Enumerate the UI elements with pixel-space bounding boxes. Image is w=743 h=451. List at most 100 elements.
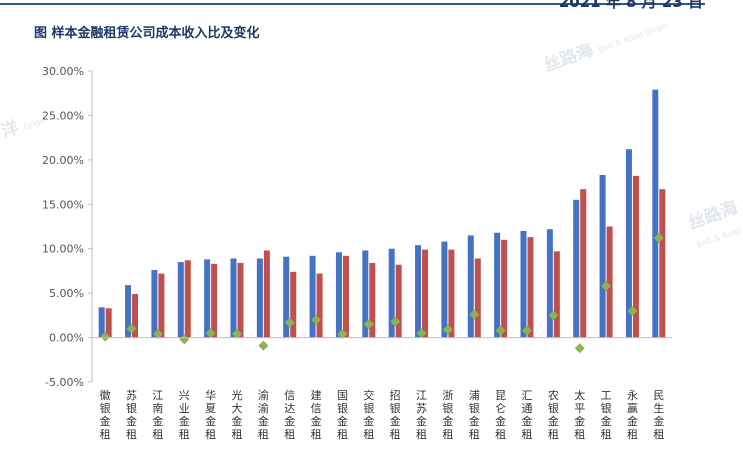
marker-point: [416, 328, 427, 339]
bar-series-2: [184, 260, 191, 338]
marker-point: [284, 317, 295, 328]
marker-point: [152, 329, 163, 340]
bar-series-1: [652, 89, 659, 338]
marker-point: [205, 328, 216, 339]
figure-title: 图 样本金融租赁公司成本收入比及变化: [34, 26, 260, 41]
marker-point: [442, 324, 453, 335]
bar-series-1: [309, 255, 316, 338]
bar-series-1: [283, 256, 290, 338]
x-category-label: 昆仑金租: [495, 389, 506, 441]
marker-point: [469, 309, 480, 320]
bar-series-2: [290, 271, 297, 338]
bar-series-2: [553, 251, 560, 338]
marker-series: [100, 233, 664, 354]
x-category-label: 永赢金租: [627, 388, 638, 441]
bar-series-2: [158, 273, 165, 338]
bar-series-2: [474, 258, 481, 338]
x-category-label: 渝渝金租: [258, 388, 269, 441]
bar-series-1: [520, 230, 527, 338]
x-category-label: 国银金租: [337, 389, 348, 441]
header-date: 2021 年 8 月 23 日: [558, 0, 703, 11]
bar-series-1: [335, 252, 342, 338]
x-category-label: 汇通金租: [522, 389, 533, 441]
bar-series-2: [501, 239, 508, 338]
x-category-label: 江苏金租: [416, 389, 427, 441]
bar-series-2: [527, 237, 534, 338]
bar-series-1: [388, 248, 395, 338]
x-category-label: 苏银金租: [126, 389, 137, 441]
x-category-label: 太平金租: [574, 389, 585, 441]
bar-series-2: [316, 273, 323, 338]
x-category-label: 兴业金租: [179, 389, 190, 441]
header-rule: [0, 3, 705, 5]
bar-series-1: [546, 229, 553, 338]
marker-point: [232, 329, 242, 340]
y-tick-label: 10.00%: [42, 243, 84, 256]
bar-series-2: [342, 255, 349, 338]
x-category-label: 徽银金租: [100, 388, 111, 441]
x-category-label: 浙银金租: [442, 389, 453, 441]
marker-point: [653, 233, 664, 244]
bar-series-2: [132, 294, 139, 338]
bar-series-1: [467, 235, 474, 338]
marker-point: [311, 314, 322, 325]
x-category-label: 浦银金租: [469, 389, 480, 441]
bar-series-2: [422, 249, 429, 338]
marker-point: [548, 310, 559, 321]
bar-series-1: [625, 149, 632, 338]
bar-series-1: [177, 262, 184, 338]
bar-series: [98, 89, 666, 338]
bar-series-2: [580, 189, 587, 338]
x-category-label: 建信金租: [311, 388, 322, 441]
bar-series-1: [573, 199, 580, 338]
marker-point: [363, 319, 374, 330]
bar-series-1: [362, 250, 369, 338]
x-category-label: 江南金租: [152, 389, 163, 441]
bar-series-2: [211, 263, 218, 338]
bar-series-1: [98, 307, 105, 338]
marker-point: [126, 323, 137, 334]
bar-series-2: [237, 262, 244, 338]
bar-series-2: [632, 175, 639, 338]
marker-point: [495, 325, 506, 336]
bar-series-1: [204, 259, 211, 338]
top-header-bar: 2021 年 8 月 23 日: [0, 0, 743, 11]
bar-series-1: [494, 232, 501, 338]
bar-series-2: [448, 249, 455, 338]
marker-point: [574, 343, 585, 354]
y-tick-label: 25.00%: [42, 109, 84, 122]
bar-series-1: [599, 174, 606, 338]
bar-series-1: [441, 241, 448, 338]
y-tick-label: 30.00%: [42, 65, 84, 78]
x-axis: 徽银金租 苏银金租 江南金租 兴业金租 华夏金租 光大金租 渝渝金租 信达金租 建信金租 国银金租…: [92, 337, 672, 441]
marker-point: [179, 334, 190, 345]
y-tick-label: 0.00%: [49, 332, 84, 345]
y-tick-label: 5.00%: [49, 287, 84, 300]
bar-series-1: [415, 245, 422, 338]
bar-series-2: [395, 264, 402, 338]
marker-point: [258, 340, 269, 351]
x-category-label: 交银金租: [363, 388, 374, 441]
bar-series-1: [230, 258, 237, 338]
x-category-label: 农银金租: [548, 388, 559, 441]
x-category-label: 工银金租: [601, 389, 612, 441]
marker-point: [601, 281, 612, 292]
y-tick-label: 15.00%: [42, 198, 84, 211]
bar-series-2: [606, 226, 613, 338]
bar-series-1: [125, 285, 132, 338]
bar-series-1: [151, 270, 158, 338]
y-tick-label: 20.00%: [42, 154, 84, 167]
x-category-label: 信达金租: [284, 389, 295, 441]
marker-point: [100, 331, 111, 342]
y-tick-label: -5.00%: [45, 376, 84, 389]
marker-point: [390, 316, 401, 327]
x-category-label: 招银金租: [390, 388, 401, 441]
marker-point: [522, 325, 532, 336]
x-category-label: 光大金租: [232, 388, 243, 441]
marker-point: [627, 305, 638, 316]
y-axis: -5.00% 0.00% 5.00% 10.00% 15.00% 20.00% 25.00%…: [42, 65, 93, 389]
x-category-label: 民生金租: [653, 389, 664, 441]
bar-series-2: [659, 189, 666, 338]
marker-point: [337, 329, 348, 340]
